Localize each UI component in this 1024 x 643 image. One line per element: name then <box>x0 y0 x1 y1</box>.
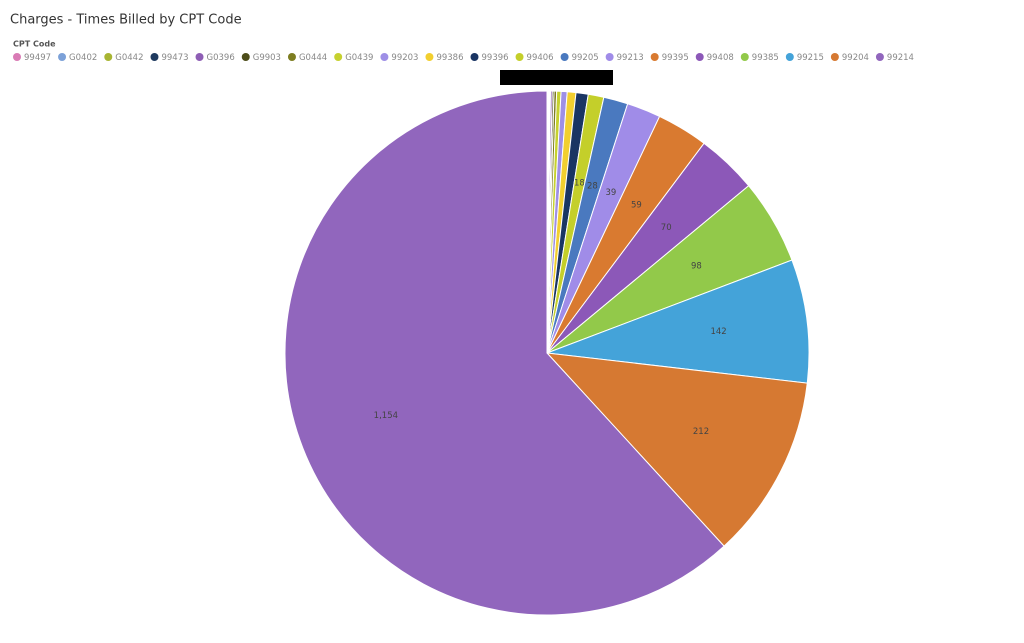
chart-title: Charges - Times Billed by CPT Code <box>10 13 242 28</box>
legend-label: G0442 <box>115 53 143 63</box>
legend-marker <box>695 53 704 61</box>
slice-label: 142 <box>710 327 726 337</box>
slice-label: 28 <box>587 182 598 192</box>
legend-title: CPT Code <box>13 40 56 49</box>
legend-marker <box>515 53 524 61</box>
slice-label: 70 <box>661 223 672 233</box>
legend-label: 99406 <box>527 53 554 63</box>
legend-label: G0396 <box>207 53 235 63</box>
legend-marker <box>195 53 204 61</box>
legend-marker <box>150 53 159 61</box>
legend-marker <box>287 53 296 61</box>
legend-label: 99215 <box>797 53 824 63</box>
legend-marker <box>560 53 569 61</box>
legend-marker <box>241 53 250 61</box>
legend-label: 99204 <box>842 53 869 63</box>
legend-marker <box>104 53 113 61</box>
legend-label: 99213 <box>617 53 644 63</box>
legend-marker <box>605 53 614 61</box>
pie-slice <box>545 352 808 547</box>
legend-label: G9903 <box>253 53 281 63</box>
legend-marker <box>785 53 794 61</box>
legend-label: 99205 <box>572 53 599 63</box>
legend-marker <box>380 53 389 61</box>
legend-label: 99214 <box>887 53 914 63</box>
legend-marker <box>830 53 839 61</box>
legend-label: 99385 <box>752 53 779 63</box>
legend-marker <box>13 53 21 61</box>
redaction <box>500 70 613 85</box>
pie-slice <box>284 90 725 616</box>
legend-label: 99408 <box>707 53 734 63</box>
legend-label: 99396 <box>482 53 509 63</box>
slice-label: 98 <box>691 261 702 271</box>
legend-marker <box>470 53 479 61</box>
legend-label: G0439 <box>345 53 373 63</box>
pie-slice <box>546 259 810 384</box>
legend-label: G0402 <box>69 53 97 63</box>
slice-label: 212 <box>693 427 709 437</box>
legend-label: 99395 <box>662 53 689 63</box>
legend-label: 99386 <box>436 53 463 63</box>
legend-marker <box>650 53 659 61</box>
legend-marker <box>58 53 67 61</box>
legend-marker <box>334 53 343 61</box>
legend-marker <box>740 53 749 61</box>
legend-marker <box>875 53 884 61</box>
slice-label: 18 <box>574 179 585 189</box>
legend-label: 99473 <box>161 53 188 63</box>
slice-label: 59 <box>631 200 642 210</box>
legend-label: 99203 <box>391 53 418 63</box>
legend-label: 99497 <box>24 53 51 63</box>
slice-label: 39 <box>606 188 617 198</box>
slice-label: 1,154 <box>374 411 398 421</box>
legend-marker <box>425 53 434 61</box>
legend-label: G0444 <box>299 53 327 63</box>
